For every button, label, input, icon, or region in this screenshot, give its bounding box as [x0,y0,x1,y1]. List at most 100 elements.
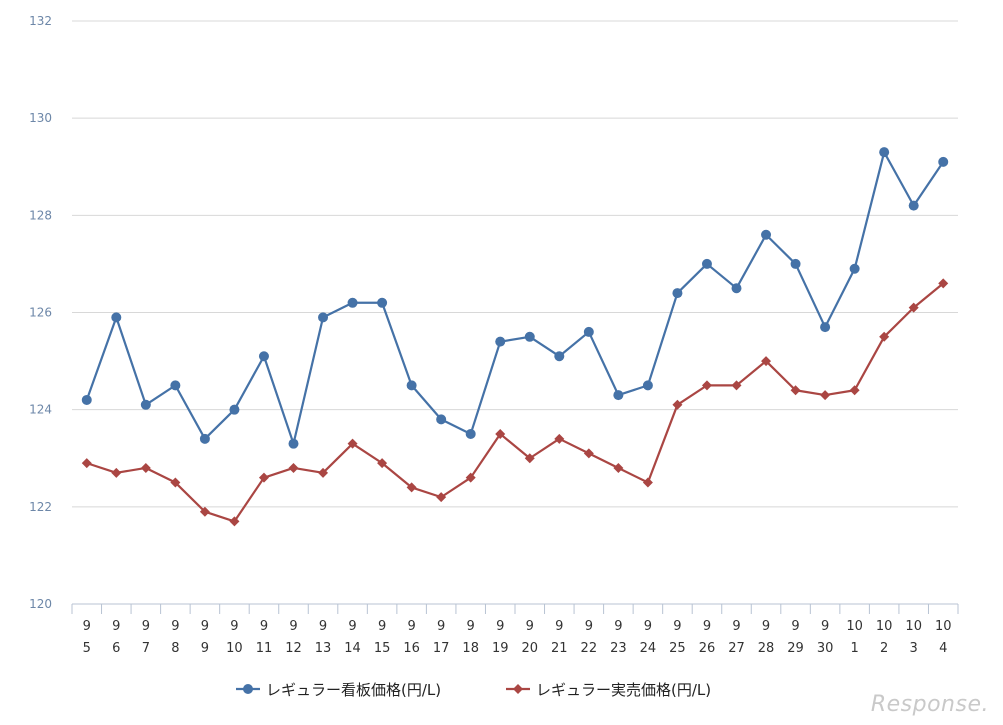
data-point [761,356,772,367]
data-point [820,322,831,333]
data-point [790,258,801,269]
data-point [701,380,712,391]
data-point [406,380,417,391]
response-watermark: Response. [870,692,989,717]
x-tick-day: 16 [403,641,420,656]
data-point [790,385,801,396]
x-tick-month: 10 [846,619,863,634]
x-tick-day: 23 [610,641,627,656]
data-point [583,326,594,337]
x-tick-day: 4 [939,641,947,656]
data-point [731,283,742,294]
x-tick-month: 9 [791,619,799,634]
y-tick-label: 126 [29,306,52,320]
data-point [377,297,388,308]
data-point [347,438,358,449]
data-point [111,467,122,478]
x-tick-month: 9 [673,619,681,634]
data-point [318,467,329,478]
legend-label: レギュラー看板価格(円/L) [266,681,441,699]
x-tick-day: 6 [112,641,120,656]
data-point [554,433,565,444]
legend: レギュラー看板価格(円/L) レギュラー実売価格(円/L) [236,681,711,699]
data-point [170,380,181,391]
data-point [436,414,447,425]
data-point [672,288,683,299]
x-tick-month: 9 [407,619,415,634]
data-point [672,399,683,410]
legend-label: レギュラー実売価格(円/L) [536,681,711,699]
data-point [524,331,535,342]
data-point [170,477,181,488]
x-tick-month: 9 [171,619,179,634]
data-point [288,438,299,449]
data-point [465,428,476,439]
x-tick-day: 27 [728,641,745,656]
data-point [140,399,151,410]
data-point [554,351,565,362]
x-tick-day: 26 [699,641,716,656]
x-tick-month: 9 [260,619,268,634]
data-point [258,472,269,483]
legend-item-2: レギュラー実売価格(円/L) [506,681,711,699]
data-point [495,336,506,347]
x-tick-day: 18 [462,641,479,656]
x-tick-day: 2 [880,641,888,656]
x-tick-day: 13 [315,641,332,656]
data-point [524,453,535,464]
legend-marker [243,684,253,694]
x-tick-month: 9 [201,619,209,634]
x-tick-month: 9 [378,619,386,634]
data-point [731,380,742,391]
data-point [81,458,92,469]
data-point [229,404,240,415]
y-tick-label: 130 [29,111,52,125]
x-tick-day: 29 [787,641,804,656]
x-tick-month: 9 [585,619,593,634]
y-tick-label: 120 [29,597,52,611]
series-1 [81,147,949,449]
x-tick-day: 20 [521,641,538,656]
data-point [347,297,358,308]
data-point [879,147,890,158]
y-tick-label: 132 [29,14,52,28]
x-tick-day: 28 [758,641,775,656]
data-point [849,385,860,396]
x-tick-month: 9 [467,619,475,634]
data-point [199,433,210,444]
x-tick-day: 12 [285,641,302,656]
data-point [613,390,624,401]
x-tick-month: 10 [876,619,893,634]
x-tick-month: 9 [703,619,711,634]
data-point [938,156,949,167]
data-point [406,482,417,493]
x-tick-day: 21 [551,641,568,656]
x-tick-month: 9 [821,619,829,634]
series-line [85,151,945,445]
x-tick-month: 9 [437,619,445,634]
x-tick-day: 7 [142,641,150,656]
y-axis-ticks: 120 122 124 126 128 130 132 [29,14,52,611]
x-tick-month: 9 [230,619,238,634]
x-tick-month: 9 [555,619,563,634]
data-point [613,462,624,473]
data-point [199,506,210,517]
data-point [820,390,831,401]
series-layer [81,147,949,527]
x-tick-month: 9 [732,619,740,634]
data-point [140,462,151,473]
x-tick-month: 9 [496,619,504,634]
data-point [258,351,269,362]
data-point [436,492,447,503]
x-tick-day: 24 [640,641,657,656]
x-tick-day: 14 [344,641,361,656]
x-tick-day: 10 [226,641,243,656]
x-tick-month: 9 [83,619,91,634]
x-tick-month: 10 [905,619,922,634]
x-axis: 9596979899910911912913914915916917918919… [71,603,959,656]
x-tick-month: 9 [348,619,356,634]
y-tick-label: 124 [29,403,52,417]
data-point [879,331,890,342]
data-point [229,516,240,527]
